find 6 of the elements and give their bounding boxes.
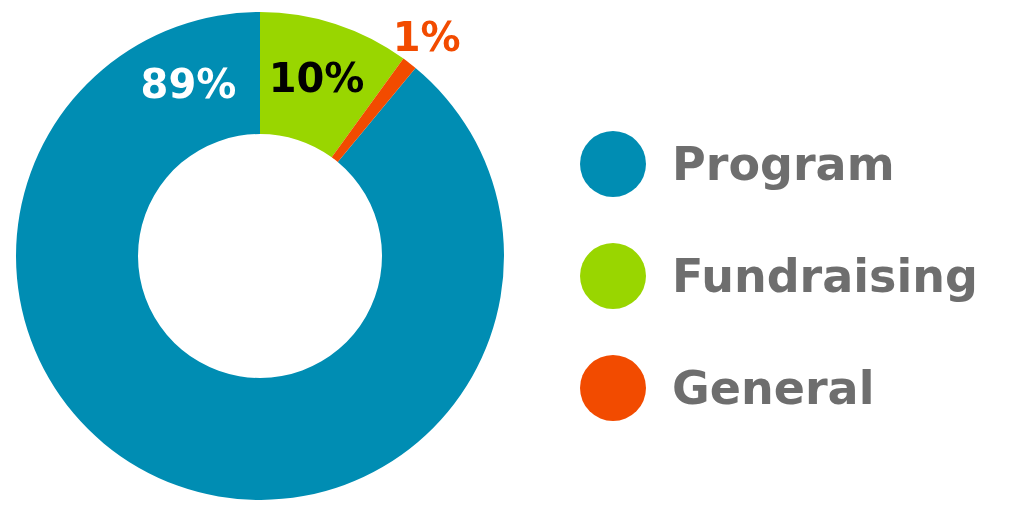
- legend-label: Fundraising: [672, 249, 978, 303]
- legend-label: Program: [672, 137, 895, 191]
- legend-label: General: [672, 361, 875, 415]
- data-label: 10%: [268, 55, 365, 102]
- data-label: 1%: [392, 14, 461, 61]
- data-label: 89%: [140, 60, 237, 107]
